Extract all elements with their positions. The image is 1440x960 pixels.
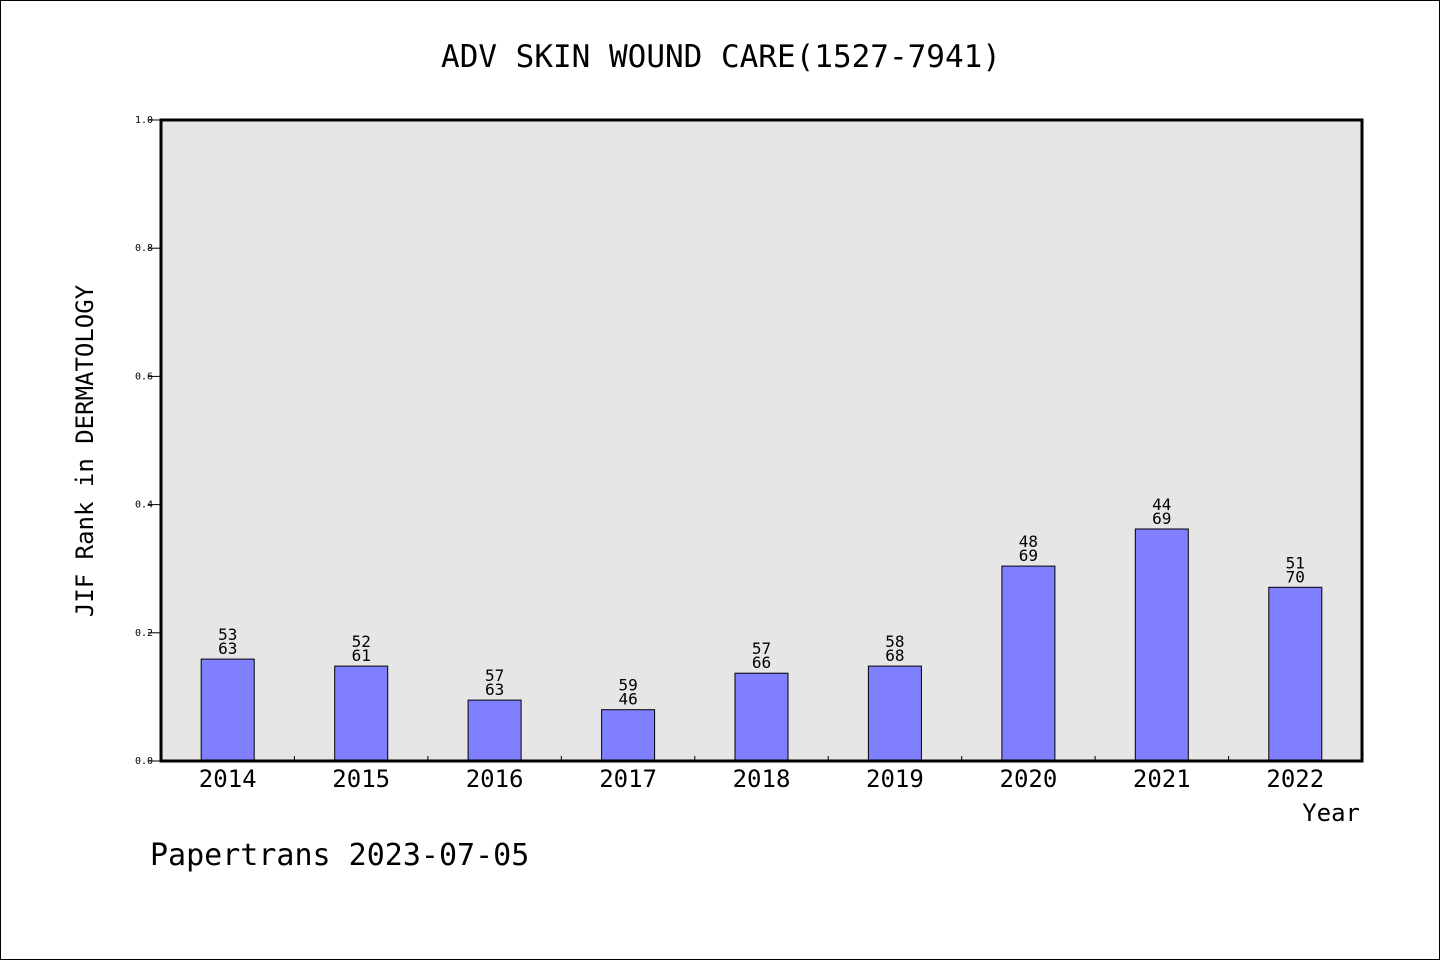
bar-label-bottom-2014: 63 xyxy=(218,639,237,658)
bar-2015 xyxy=(334,665,389,762)
bar-label-bottom-2022: 70 xyxy=(1286,567,1305,586)
bar-label-top-2020: 48 xyxy=(1019,532,1038,551)
bar-label-bottom-2019: 68 xyxy=(885,646,904,665)
bar-2019 xyxy=(867,665,922,762)
x-tick-label-2017: 2017 xyxy=(599,765,657,793)
bar-2017 xyxy=(601,709,656,762)
bar-2014 xyxy=(200,658,255,762)
bar-label-bottom-2017: 46 xyxy=(618,690,637,709)
plot-frame xyxy=(159,118,1364,763)
bar-2020 xyxy=(1001,565,1056,762)
x-tick-label-2020: 2020 xyxy=(1000,765,1058,793)
bar-label-bottom-2016: 63 xyxy=(485,680,504,699)
x-tick-label-2019: 2019 xyxy=(866,765,924,793)
bar-label-bottom-2020: 69 xyxy=(1019,546,1038,565)
bar-label-bottom-2021: 69 xyxy=(1152,509,1171,528)
chart-title: ADV SKIN WOUND CARE(1527-7941) xyxy=(441,39,1001,75)
x-tick-label-2022: 2022 xyxy=(1266,765,1324,793)
bar-label-top-2018: 57 xyxy=(752,639,771,658)
bar-label-top-2022: 51 xyxy=(1286,553,1305,572)
x-tick-label-2021: 2021 xyxy=(1133,765,1191,793)
x-tick-label-2018: 2018 xyxy=(733,765,791,793)
x-axis-label: Year xyxy=(1302,799,1360,827)
y-tick-label-0.8: 0.8 xyxy=(135,243,153,254)
bar-2021 xyxy=(1134,528,1189,762)
x-tick-label-2016: 2016 xyxy=(466,765,524,793)
bars-layer xyxy=(200,528,1323,762)
bar-label-top-2016: 57 xyxy=(485,666,504,685)
bar-label-top-2015: 52 xyxy=(352,632,371,651)
y-axis-label: JIF Rank in DERMATOLOGY xyxy=(71,284,99,617)
y-tick-label-0.6: 0.6 xyxy=(135,371,153,382)
bar-label-top-2017: 59 xyxy=(618,676,637,695)
bar-2022 xyxy=(1268,586,1323,762)
footer-source-date: Papertrans 2023-07-05 xyxy=(150,838,529,873)
bar-label-top-2021: 44 xyxy=(1152,495,1171,514)
x-tick-label-2015: 2015 xyxy=(332,765,390,793)
y-tick-label-0.2: 0.2 xyxy=(135,628,153,639)
bar-label-top-2014: 53 xyxy=(218,625,237,644)
bar-label-bottom-2015: 61 xyxy=(352,646,371,665)
y-tick-label-0.0: 0.0 xyxy=(135,756,153,767)
bar-label-top-2019: 58 xyxy=(885,632,904,651)
bar-2018 xyxy=(734,672,789,762)
y-tick-label-1.0: 1.0 xyxy=(135,115,153,126)
bar-2016 xyxy=(467,699,522,762)
y-tick-label-0.4: 0.4 xyxy=(135,500,153,511)
x-tick-label-2014: 2014 xyxy=(199,765,257,793)
bar-label-bottom-2018: 66 xyxy=(752,653,771,672)
x-axis: 2014 2015 2016 2017 2018 2019 2020 2021 2022 xyxy=(199,756,1324,793)
y-axis: 0.0 0.2 0.4 0.6 0.8 1.0 xyxy=(135,115,161,767)
